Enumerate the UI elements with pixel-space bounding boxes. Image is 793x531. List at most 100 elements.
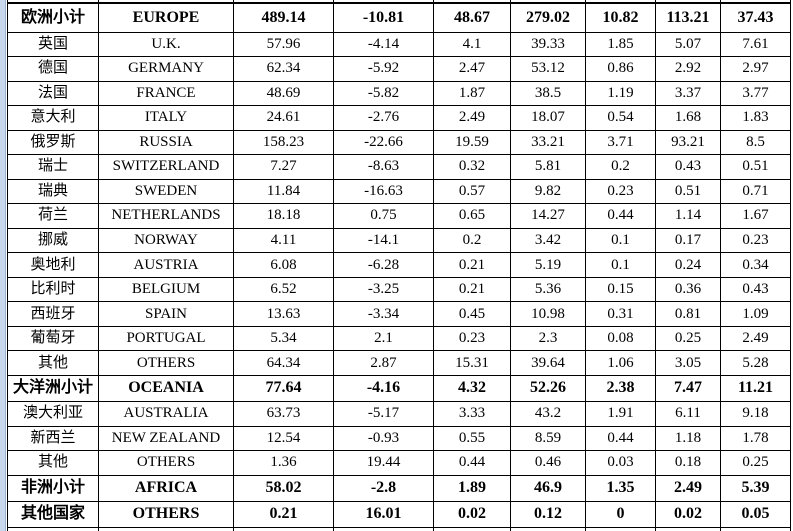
cell-value[interactable]: 2.92	[655, 56, 721, 82]
cell-value[interactable]: 7.61	[720, 31, 791, 58]
cell-name-en[interactable]: PORTUGAL	[98, 325, 234, 352]
cell-name-zh[interactable]: 葡萄牙	[7, 325, 99, 352]
cell-value[interactable]: 1.35	[585, 474, 656, 502]
cell-name-zh[interactable]: 奥地利	[7, 252, 99, 278]
cell-value[interactable]: -6.28	[333, 252, 434, 278]
cell-value[interactable]: 0.34	[720, 252, 791, 278]
cell-value[interactable]: 1.06	[585, 350, 656, 376]
cell-value[interactable]: 53.12	[510, 56, 586, 82]
cell-value[interactable]: 1.78	[720, 425, 791, 452]
cell-name-en[interactable]: EUROPE	[98, 2, 234, 33]
cell-value[interactable]: 3.77	[720, 80, 791, 107]
cell-value[interactable]: 0.44	[585, 203, 656, 229]
cell-value[interactable]: 2.49	[655, 474, 721, 502]
cell-value[interactable]: 0.86	[585, 56, 656, 82]
cell-value[interactable]: 0.31	[585, 301, 656, 327]
cell-value[interactable]: 2.87	[333, 350, 434, 376]
cell-value[interactable]: 279.02	[510, 2, 586, 33]
cell-value[interactable]: 64.34	[233, 350, 334, 376]
cell-name-en[interactable]: OCEANIA	[98, 374, 234, 403]
cell-value[interactable]: 5.36	[510, 276, 586, 303]
cell-value[interactable]: -16.63	[333, 178, 434, 205]
cell-value[interactable]: 6.11	[655, 401, 721, 427]
cell-value[interactable]: 0.43	[655, 154, 721, 180]
cell-value[interactable]: 0.25	[655, 325, 721, 352]
cell-value[interactable]: 0.23	[720, 227, 791, 254]
cell-name-zh[interactable]: 俄罗斯	[7, 129, 99, 156]
cell-name-en[interactable]: NORWAY	[98, 227, 234, 254]
cell-value[interactable]: 1.87	[433, 80, 511, 107]
cell-value[interactable]: 3.05	[655, 350, 721, 376]
cell-value[interactable]: 489.14	[233, 2, 334, 33]
cell-value[interactable]: 11.21	[720, 374, 791, 403]
cell-value[interactable]: 0.02	[655, 500, 721, 529]
cell-value[interactable]: 0.25	[720, 450, 791, 476]
cell-value[interactable]: 4.1	[433, 31, 511, 58]
cell-value[interactable]: -22.66	[333, 129, 434, 156]
cell-value[interactable]: -3.34	[333, 301, 434, 327]
cell-name-zh[interactable]: 西班牙	[7, 301, 99, 327]
cell-name-en[interactable]: SWEDEN	[98, 178, 234, 205]
cell-name-zh[interactable]: 瑞士	[7, 154, 99, 180]
cell-value[interactable]: 1.18	[655, 425, 721, 452]
cell-value[interactable]: 1.68	[655, 105, 721, 131]
cell-name-en[interactable]: ITALY	[98, 105, 234, 131]
cell-name-zh[interactable]: 欧洲小计	[7, 2, 99, 33]
cell-value[interactable]: 0.08	[585, 325, 656, 352]
cell-name-zh[interactable]: 非洲小计	[7, 474, 99, 502]
cell-value[interactable]: 0.46	[510, 450, 586, 476]
cell-value[interactable]: 0.55	[433, 425, 511, 452]
cell-value[interactable]: -8.63	[333, 154, 434, 180]
cell-value[interactable]: 8.59	[510, 425, 586, 452]
cell-value[interactable]: 5.81	[510, 154, 586, 180]
cell-value[interactable]: 10.82	[585, 2, 656, 33]
cell-name-zh[interactable]: 大洋洲小计	[7, 374, 99, 403]
cell-name-zh[interactable]: 意大利	[7, 105, 99, 131]
cell-value[interactable]: 1.09	[720, 301, 791, 327]
cell-value[interactable]: 0.23	[585, 178, 656, 205]
cell-value[interactable]: 63.73	[233, 401, 334, 427]
cell-value[interactable]: 77.64	[233, 374, 334, 403]
cell-value[interactable]: 5.19	[510, 252, 586, 278]
cell-value[interactable]: 0.21	[433, 252, 511, 278]
cell-value[interactable]: 24.61	[233, 105, 334, 131]
cell-value[interactable]: -10.81	[333, 2, 434, 33]
cell-value[interactable]: 0.65	[433, 203, 511, 229]
cell-value[interactable]: -14.1	[333, 227, 434, 254]
cell-value[interactable]: 0.03	[585, 450, 656, 476]
cell-value[interactable]: 0.43	[720, 276, 791, 303]
cell-value[interactable]: 2.47	[433, 56, 511, 82]
cell-value[interactable]: 11.84	[233, 178, 334, 205]
cell-value[interactable]: 0.2	[585, 154, 656, 180]
cell-value[interactable]: 1.89	[433, 474, 511, 502]
cell-name-zh[interactable]: 法国	[7, 80, 99, 107]
cell-value[interactable]: 39.33	[510, 31, 586, 58]
cell-value[interactable]: 93.21	[655, 129, 721, 156]
cell-value[interactable]: 1.14	[655, 203, 721, 229]
cell-value[interactable]: 48.67	[433, 2, 511, 33]
cell-value[interactable]: 19.44	[333, 450, 434, 476]
cell-value[interactable]: -5.92	[333, 56, 434, 82]
cell-value[interactable]: 0	[585, 500, 656, 529]
cell-value[interactable]: 2.3	[510, 325, 586, 352]
cell-value[interactable]: 14.27	[510, 203, 586, 229]
cell-value[interactable]: 1.19	[585, 80, 656, 107]
cell-value[interactable]: 1.91	[585, 401, 656, 427]
cell-value[interactable]: 39.64	[510, 350, 586, 376]
cell-value[interactable]: 4.11	[233, 227, 334, 254]
cell-value[interactable]: 12.54	[233, 425, 334, 452]
cell-value[interactable]: 9.82	[510, 178, 586, 205]
cell-name-zh[interactable]: 澳大利亚	[7, 401, 99, 427]
cell-value[interactable]: 2.1	[333, 325, 434, 352]
cell-value[interactable]: 7.27	[233, 154, 334, 180]
cell-value[interactable]: 0.17	[655, 227, 721, 254]
cell-value[interactable]: 0.21	[433, 276, 511, 303]
cell-name-zh[interactable]: 英国	[7, 31, 99, 58]
cell-name-zh[interactable]: 比利时	[7, 276, 99, 303]
cell-value[interactable]: 0.36	[655, 276, 721, 303]
cell-value[interactable]: -5.82	[333, 80, 434, 107]
cell-value[interactable]: 2.49	[720, 325, 791, 352]
cell-name-zh[interactable]: 瑞典	[7, 178, 99, 205]
cell-name-en[interactable]: OTHERS	[98, 450, 234, 476]
cell-value[interactable]: 158.23	[233, 129, 334, 156]
